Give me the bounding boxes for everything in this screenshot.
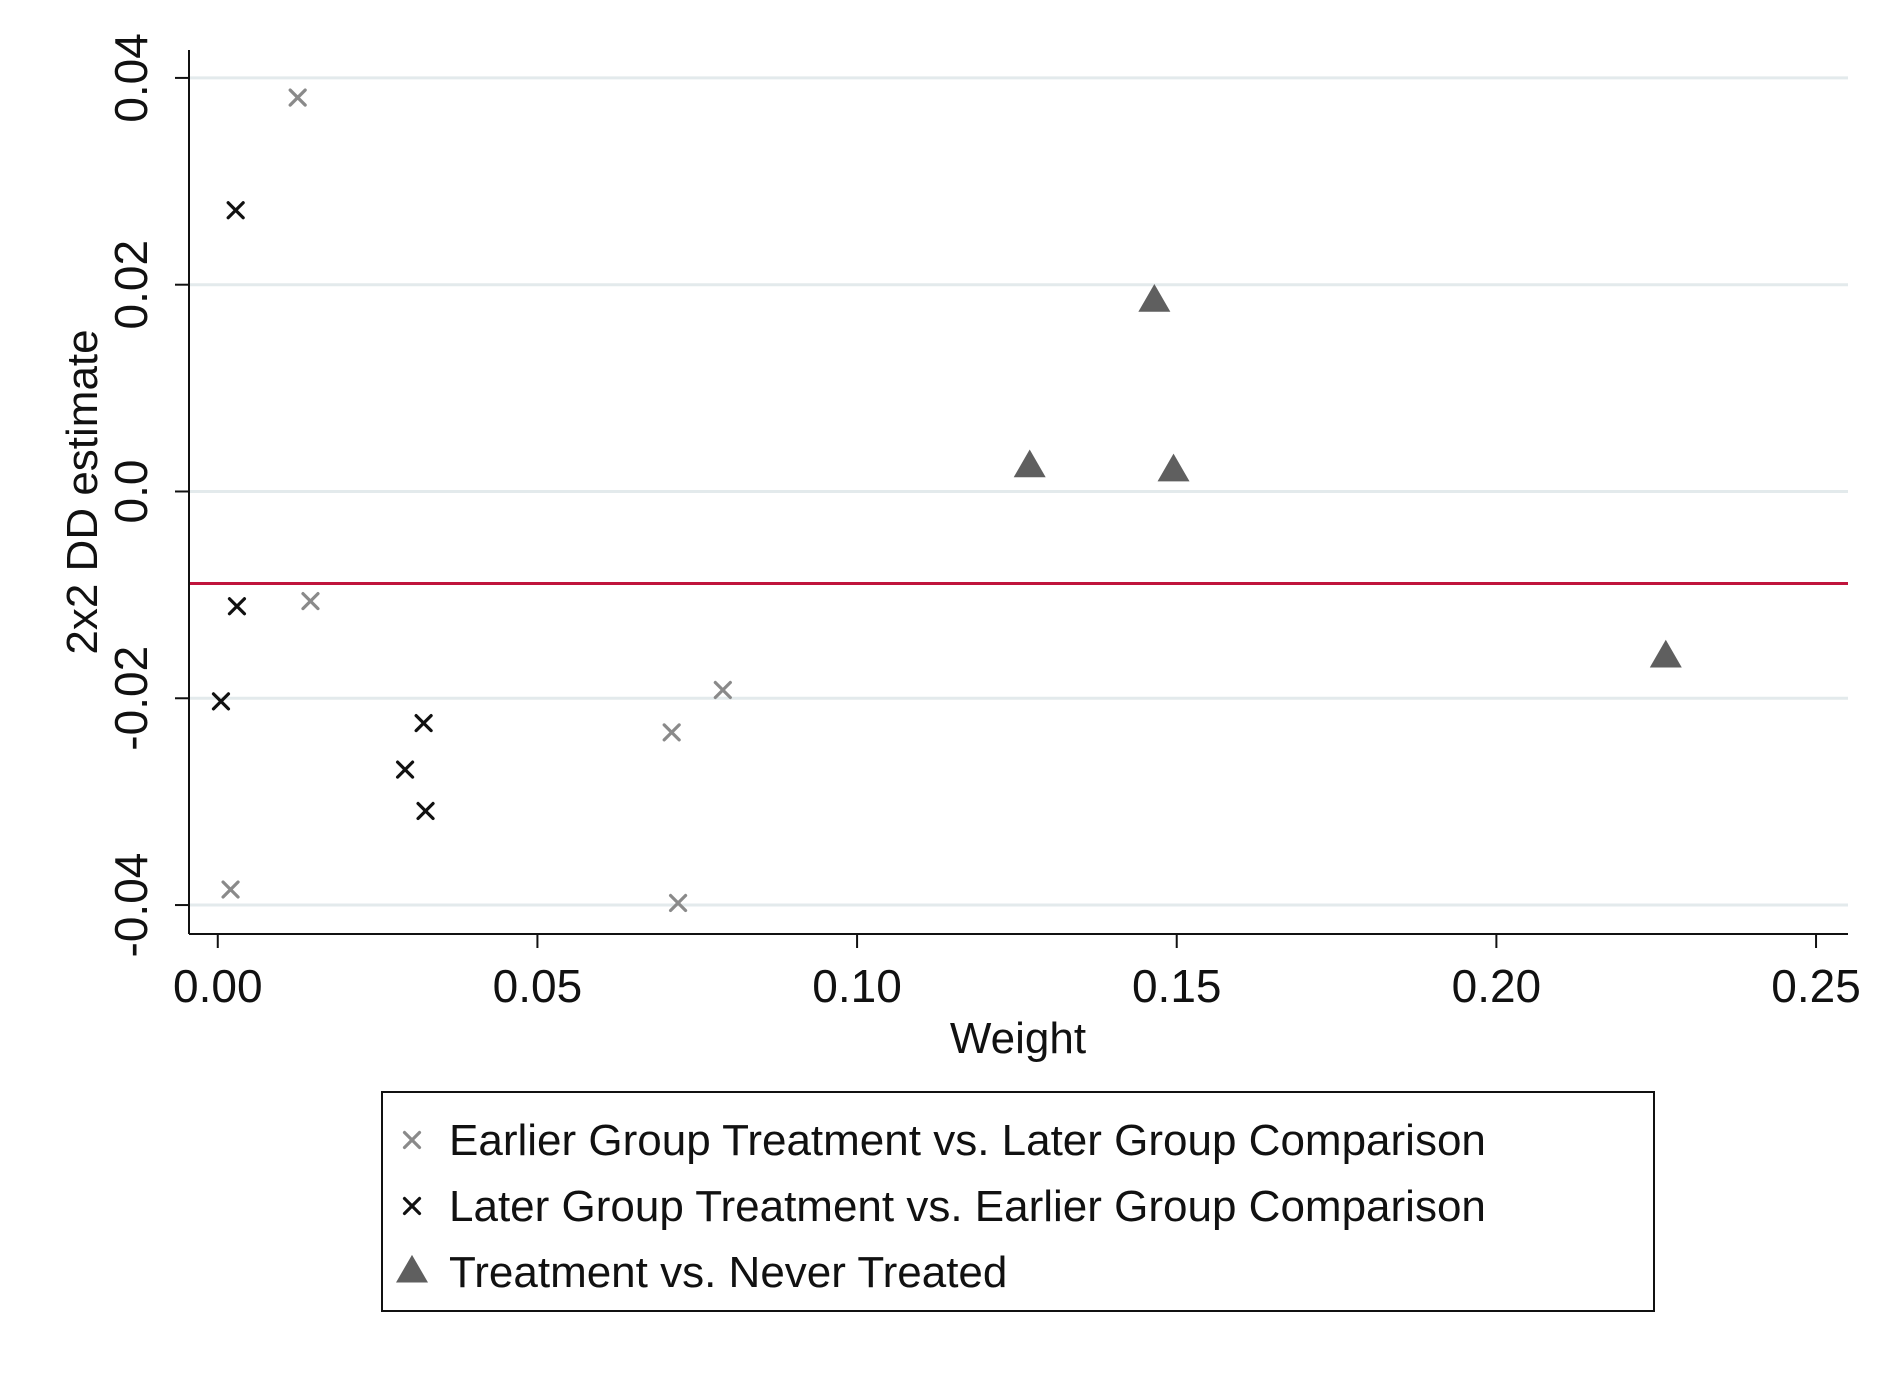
- data-point-triangle: [1649, 639, 1682, 668]
- y-tick-label: 0.02: [105, 240, 157, 330]
- data-point-x: [416, 801, 435, 821]
- x-tick-label: 0.00: [173, 960, 263, 1012]
- y-tick-label: 0.0: [105, 460, 157, 524]
- legend-label: Treatment vs. Never Treated: [449, 1248, 1007, 1297]
- gridlines: [190, 76, 1848, 907]
- legend: Earlier Group Treatment vs. Later Group …: [381, 1091, 1655, 1312]
- data-point-x: [395, 760, 415, 779]
- y-axis-title: 2x2 DD estimate: [58, 329, 107, 654]
- data-point-triangle: [1157, 453, 1190, 482]
- data-point-x: [713, 680, 732, 700]
- data-point-triangle: [1013, 449, 1046, 478]
- x-tick-label: 0.25: [1771, 960, 1861, 1012]
- y-ticks: -0.04 -0.02 0.0 0.02 0.04: [105, 33, 189, 957]
- legend-marker-x: [402, 1130, 422, 1150]
- x-tick-label: 0.20: [1452, 960, 1542, 1012]
- data-point-x: [414, 713, 433, 733]
- data-point-x: [226, 201, 245, 220]
- legend-label: Earlier Group Treatment vs. Later Group …: [449, 1116, 1486, 1165]
- data-point-x: [301, 591, 320, 611]
- x-ticks: 0.00 0.05 0.10 0.15 0.20 0.25: [173, 934, 1861, 1012]
- x-axis-title: Weight: [950, 1014, 1086, 1063]
- data-point-x: [221, 880, 240, 899]
- y-tick-label: 0.04: [105, 33, 157, 123]
- data-point-x: [211, 692, 231, 711]
- data-point-triangle: [1138, 284, 1171, 312]
- legend-marker-x: [402, 1196, 422, 1216]
- data-points: [211, 88, 1682, 913]
- data-point-x: [227, 597, 247, 616]
- legend-marker-triangle: [396, 1254, 428, 1283]
- legend-entries: Earlier Group Treatment vs. Later Group …: [396, 1116, 1486, 1297]
- legend-box: [381, 1091, 1655, 1312]
- legend-label: Later Group Treatment vs. Earlier Group …: [449, 1182, 1486, 1231]
- x-tick-label: 0.10: [812, 960, 902, 1012]
- y-tick-label: -0.02: [105, 646, 157, 751]
- x-tick-label: 0.15: [1132, 960, 1222, 1012]
- x-tick-label: 0.05: [493, 960, 583, 1012]
- y-tick-label: -0.04: [105, 853, 157, 958]
- data-point-x: [668, 893, 688, 913]
- data-point-x: [662, 723, 681, 742]
- data-point-x: [288, 88, 307, 107]
